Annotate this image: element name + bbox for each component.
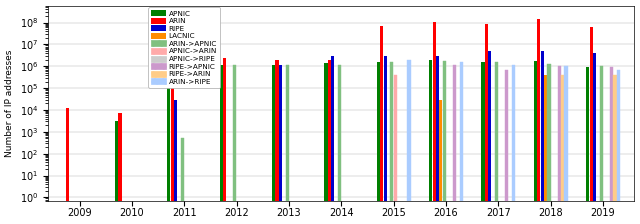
Bar xyxy=(433,22,436,224)
Bar xyxy=(541,51,544,224)
Bar xyxy=(537,19,540,224)
Y-axis label: Number of IP addresses: Number of IP addresses xyxy=(5,50,14,157)
Bar xyxy=(488,51,492,224)
Bar xyxy=(220,65,223,224)
Bar xyxy=(547,64,550,224)
Bar xyxy=(561,75,564,224)
Bar xyxy=(380,26,383,224)
Bar xyxy=(383,56,387,224)
Bar xyxy=(324,63,328,224)
Bar xyxy=(460,62,463,224)
Bar xyxy=(485,24,488,224)
Bar xyxy=(610,67,613,224)
Bar xyxy=(505,70,508,224)
Bar xyxy=(279,65,282,224)
Bar xyxy=(115,121,118,224)
Bar xyxy=(589,27,593,224)
Bar xyxy=(557,66,561,224)
Bar xyxy=(332,56,334,224)
Bar xyxy=(174,99,177,224)
Bar xyxy=(586,67,589,224)
Bar xyxy=(512,65,515,224)
Bar xyxy=(328,60,331,224)
Bar xyxy=(429,60,432,224)
Bar xyxy=(613,75,616,224)
Bar xyxy=(439,99,442,224)
Bar xyxy=(390,62,394,224)
Bar xyxy=(408,60,410,224)
Bar xyxy=(234,65,236,224)
Bar xyxy=(167,65,170,224)
Bar xyxy=(66,108,69,224)
Bar xyxy=(600,66,603,224)
Bar xyxy=(223,58,226,224)
Legend: APNIC, ARIN, RIPE, LACNIC, ARIN->APNIC, APNIC->ARIN, APNIC->RIPE, RIPE->APNIC, R: APNIC, ARIN, RIPE, LACNIC, ARIN->APNIC, … xyxy=(148,7,220,88)
Bar xyxy=(338,65,341,224)
Bar xyxy=(272,65,275,224)
Bar xyxy=(181,138,184,224)
Bar xyxy=(593,53,596,224)
Bar xyxy=(285,65,289,224)
Bar xyxy=(275,60,278,224)
Bar xyxy=(534,61,537,224)
Bar xyxy=(436,56,439,224)
Bar xyxy=(544,75,547,224)
Bar xyxy=(377,62,380,224)
Bar xyxy=(617,70,620,224)
Bar xyxy=(495,62,498,224)
Bar xyxy=(453,65,456,224)
Bar xyxy=(118,113,122,224)
Bar xyxy=(394,75,397,224)
Bar xyxy=(564,66,568,224)
Bar xyxy=(443,61,446,224)
Bar xyxy=(481,62,484,224)
Bar xyxy=(171,58,174,224)
